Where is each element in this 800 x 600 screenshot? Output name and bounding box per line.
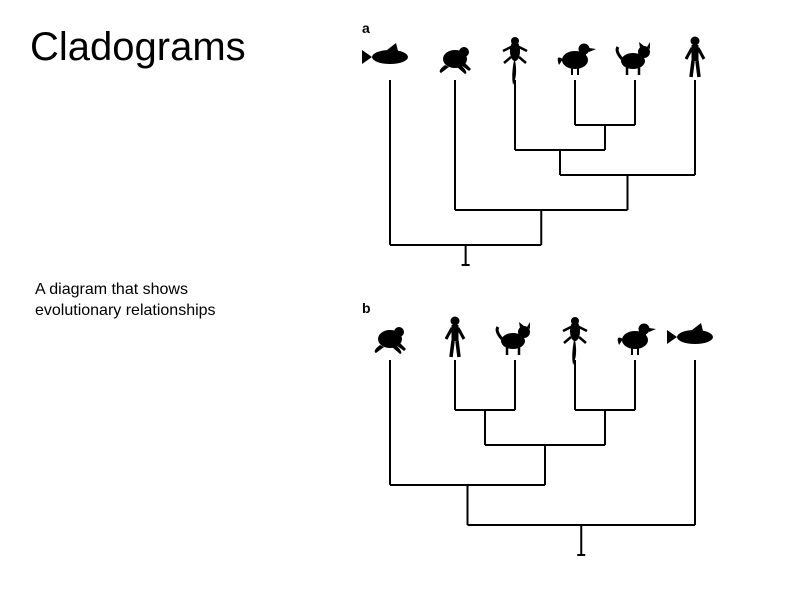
frog-icon: [375, 327, 406, 354]
duck-icon: [618, 324, 656, 356]
human-icon: [686, 37, 704, 78]
page-subtitle: A diagram that shows evolutionary relati…: [35, 280, 216, 322]
duck-icon: [558, 44, 596, 76]
fish-icon: [667, 323, 713, 344]
cladogram-b: [360, 310, 740, 565]
cat-icon: [497, 322, 530, 355]
lizard-icon: [563, 317, 587, 365]
frog-icon: [440, 47, 471, 74]
page-title: Cladograms: [30, 25, 246, 70]
cat-icon: [617, 42, 650, 75]
subtitle-line2: evolutionary relationships: [35, 302, 216, 319]
subtitle-line1: A diagram that shows: [35, 281, 188, 298]
lizard-icon: [503, 37, 527, 85]
cladogram-a: [360, 30, 740, 275]
fish-icon: [362, 43, 408, 64]
human-icon: [446, 317, 464, 358]
